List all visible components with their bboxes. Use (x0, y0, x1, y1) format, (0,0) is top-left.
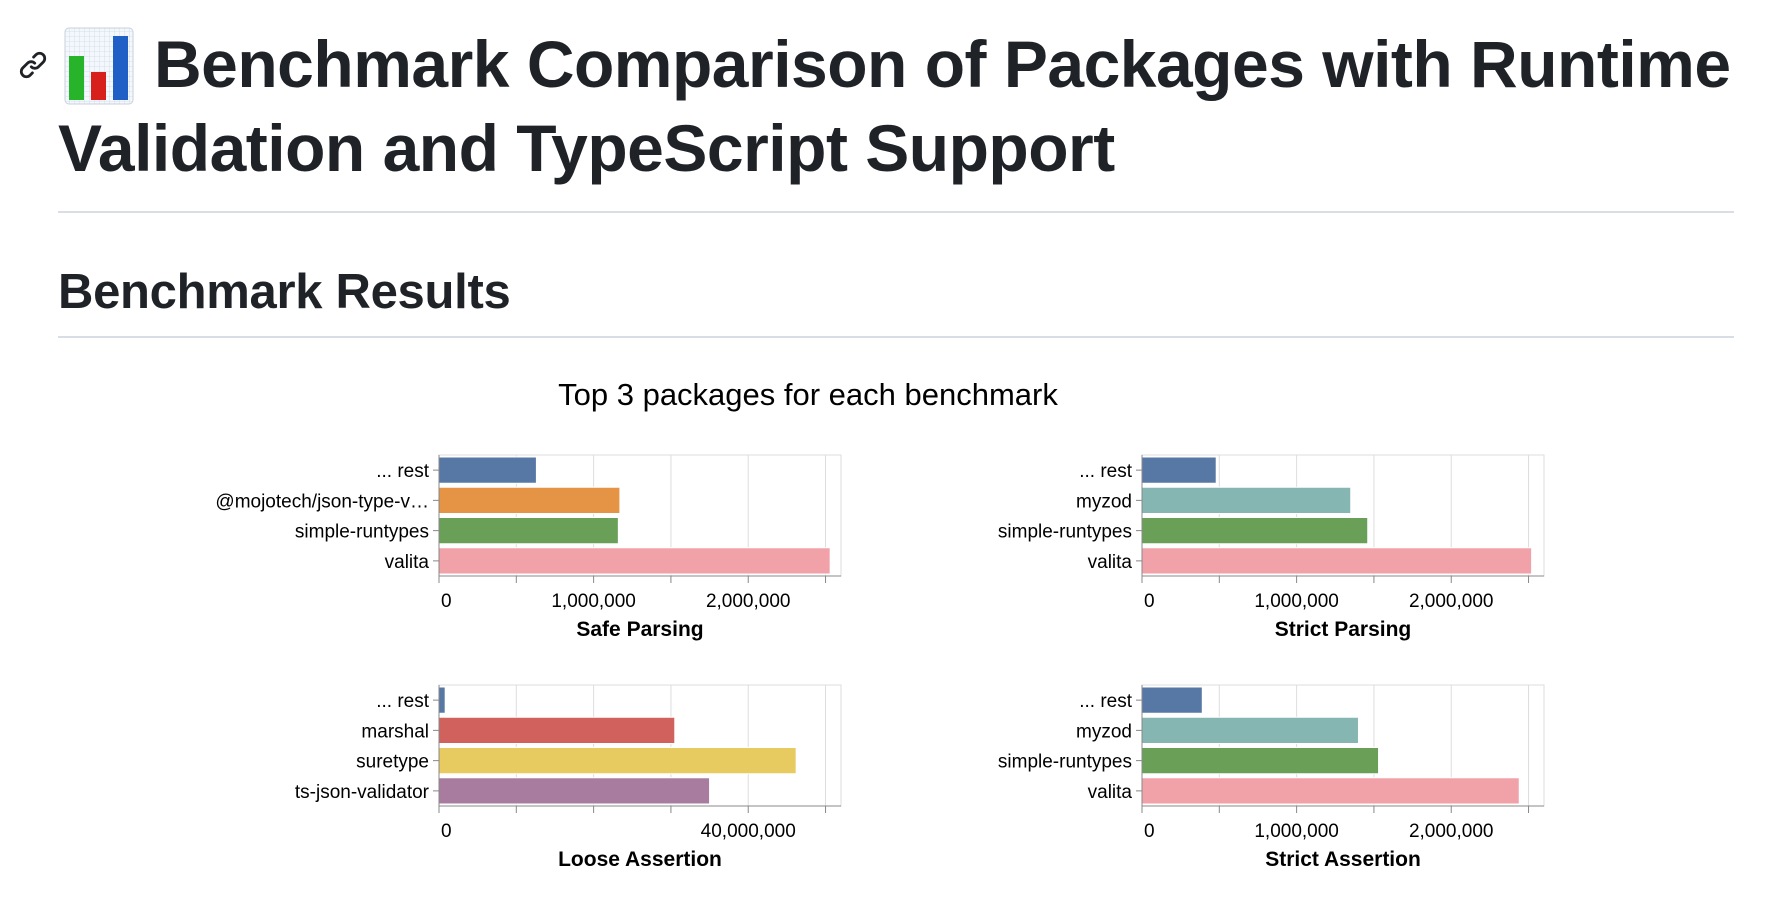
y-tick-label: valita (1088, 552, 1133, 573)
chart-title: Top 3 packages for each benchmark (558, 377, 1058, 412)
panel-strict-parsing: ... rest myzod simple-runtypes valita 0 1,000… (998, 454, 1545, 641)
bar-ts-json-validator (438, 777, 711, 805)
bar-simple-runtypes (438, 517, 619, 545)
x-tick-label: 0 (1144, 591, 1155, 612)
panel-safe-parsing: ... rest @mojotech/json-type-v… simple-run… (215, 454, 842, 641)
section-title: Benchmark Results (58, 265, 511, 319)
bar-marshal (438, 716, 676, 744)
bar-simple-runtypes (1141, 517, 1369, 545)
x-tick-label: 0 (441, 821, 452, 842)
y-tick-label: valita (1088, 782, 1133, 803)
y-tick-label: myzod (1076, 491, 1132, 512)
bar-chart-icon (64, 27, 134, 105)
bar-rest (1141, 456, 1217, 484)
bar-mojotech-json-type-validation (438, 486, 621, 514)
x-tick-label: 40,000,000 (701, 821, 796, 842)
bar-rest (438, 686, 446, 714)
x-axis-title: Loose Assertion (558, 848, 722, 871)
y-tick-label: myzod (1076, 721, 1132, 742)
y-tick-label: marshal (361, 721, 429, 742)
page-title: Benchmark Comparison of Packages with Ru… (58, 27, 1731, 185)
x-tick-label: 2,000,000 (1409, 591, 1494, 612)
bar-valita (1141, 547, 1533, 575)
y-tick-label: ts-json-validator (295, 782, 430, 803)
x-axis-title: Strict Parsing (1275, 618, 1412, 641)
x-tick-label: 2,000,000 (706, 591, 791, 612)
x-tick-label: 1,000,000 (1254, 591, 1339, 612)
section-divider (58, 336, 1734, 338)
x-axis-title: Strict Assertion (1265, 848, 1421, 871)
y-tick-label: @mojotech/json-type-v… (215, 491, 429, 512)
y-tick-label: simple-runtypes (998, 522, 1132, 543)
y-tick-label: simple-runtypes (998, 752, 1132, 773)
x-axis-title: Safe Parsing (576, 618, 703, 641)
bar-valita (438, 547, 831, 575)
bar-simple-runtypes (1141, 747, 1380, 775)
y-tick-label: suretype (356, 752, 429, 773)
y-tick-label: ... rest (1079, 691, 1133, 712)
x-tick-label: 1,000,000 (551, 591, 636, 612)
title-divider (58, 211, 1734, 213)
y-tick-label: ... rest (1079, 461, 1133, 482)
y-tick-label: ... rest (376, 461, 430, 482)
x-tick-label: 2,000,000 (1409, 821, 1494, 842)
benchmark-chart: Top 3 packages for each benchmark ... re… (215, 377, 1545, 871)
y-tick-label: valita (385, 552, 430, 573)
y-tick-label: ... rest (376, 691, 430, 712)
bar-valita (1141, 777, 1520, 805)
bar-myzod (1141, 486, 1352, 514)
panel-strict-assertion: ... rest myzod simple-runtypes valita 0 1,000… (998, 684, 1545, 871)
y-tick-label: simple-runtypes (295, 522, 429, 543)
x-tick-label: 0 (441, 591, 452, 612)
panel-loose-assertion: ... rest marshal suretype ts-json-validator… (295, 684, 842, 871)
link-icon[interactable] (18, 50, 48, 80)
x-tick-label: 0 (1144, 821, 1155, 842)
x-tick-label: 1,000,000 (1254, 821, 1339, 842)
bar-rest (1141, 686, 1203, 714)
bar-suretype (438, 747, 797, 775)
bar-myzod (1141, 716, 1359, 744)
bar-rest (438, 456, 537, 484)
